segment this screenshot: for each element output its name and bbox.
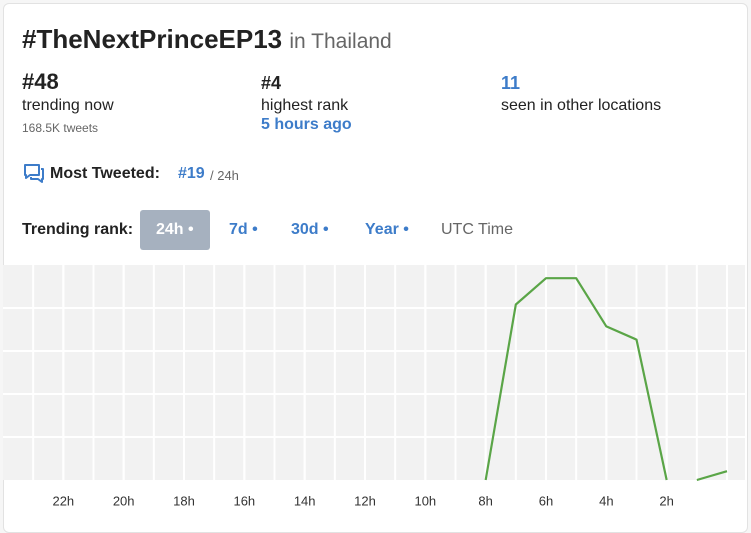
x-tick-label: 4h bbox=[599, 493, 613, 508]
range-button[interactable]: 7d • bbox=[229, 221, 258, 238]
range-button[interactable]: 24h • bbox=[140, 210, 210, 250]
plot-background bbox=[3, 265, 745, 480]
x-tick-label: 6h bbox=[539, 493, 553, 508]
x-tick-label: 10h bbox=[414, 493, 436, 508]
x-tick-label: 14h bbox=[294, 493, 316, 508]
rank-chart: 22h 20h 18h 16h 14h 12h 10h 8h 6h 4h 2h bbox=[3, 265, 745, 508]
rank-line bbox=[484, 277, 728, 482]
stat-value: 11 bbox=[501, 73, 521, 93]
x-tick-label: 12h bbox=[354, 493, 376, 508]
most-tweeted-period: / 24h bbox=[210, 168, 239, 183]
stat-value: #4 bbox=[261, 73, 282, 93]
stat-value: #48 bbox=[22, 69, 59, 94]
range-button[interactable]: Year • bbox=[365, 221, 409, 238]
x-tick-label: 8h bbox=[478, 493, 492, 508]
location: in Thailand bbox=[289, 30, 392, 53]
range-button[interactable]: 30d • bbox=[291, 221, 329, 238]
x-tick-label: 22h bbox=[52, 493, 74, 508]
chat-icon bbox=[24, 164, 44, 183]
most-tweeted-label: Most Tweeted: bbox=[50, 165, 160, 182]
trend-title: #TheNextPrinceEP13 in Thailand bbox=[22, 24, 392, 55]
stat-label: highest rank bbox=[261, 97, 349, 114]
stat-detail: 168.5K tweets bbox=[22, 121, 99, 135]
stat-label: trending now bbox=[22, 97, 114, 114]
stat-label: seen in other locations bbox=[501, 97, 662, 114]
most-tweeted-rank: #19 bbox=[178, 165, 205, 182]
timezone-toggle[interactable]: UTC Time bbox=[441, 221, 513, 238]
x-tick-label: 20h bbox=[113, 493, 135, 508]
stat-detail: 5 hours ago bbox=[261, 116, 352, 133]
x-tick-label: 18h bbox=[173, 493, 195, 508]
controls-label: Trending rank: bbox=[22, 221, 134, 238]
x-tick-label: 16h bbox=[233, 493, 255, 508]
hashtag: #TheNextPrinceEP13 bbox=[22, 24, 283, 54]
x-tick-label: 2h bbox=[659, 493, 673, 508]
